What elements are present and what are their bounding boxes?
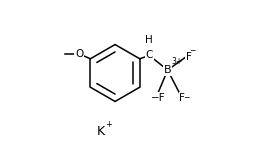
Text: 3+: 3+ <box>172 57 183 66</box>
Text: C: C <box>146 51 153 60</box>
Text: H: H <box>146 35 153 45</box>
Text: F: F <box>186 52 192 62</box>
Text: −: − <box>183 93 189 102</box>
Text: B: B <box>164 65 172 75</box>
Text: F: F <box>179 93 185 103</box>
Text: −: − <box>189 46 196 55</box>
Text: −F: −F <box>151 93 165 103</box>
Text: K: K <box>96 125 105 138</box>
Text: O: O <box>75 49 83 59</box>
Text: +: + <box>105 120 112 129</box>
